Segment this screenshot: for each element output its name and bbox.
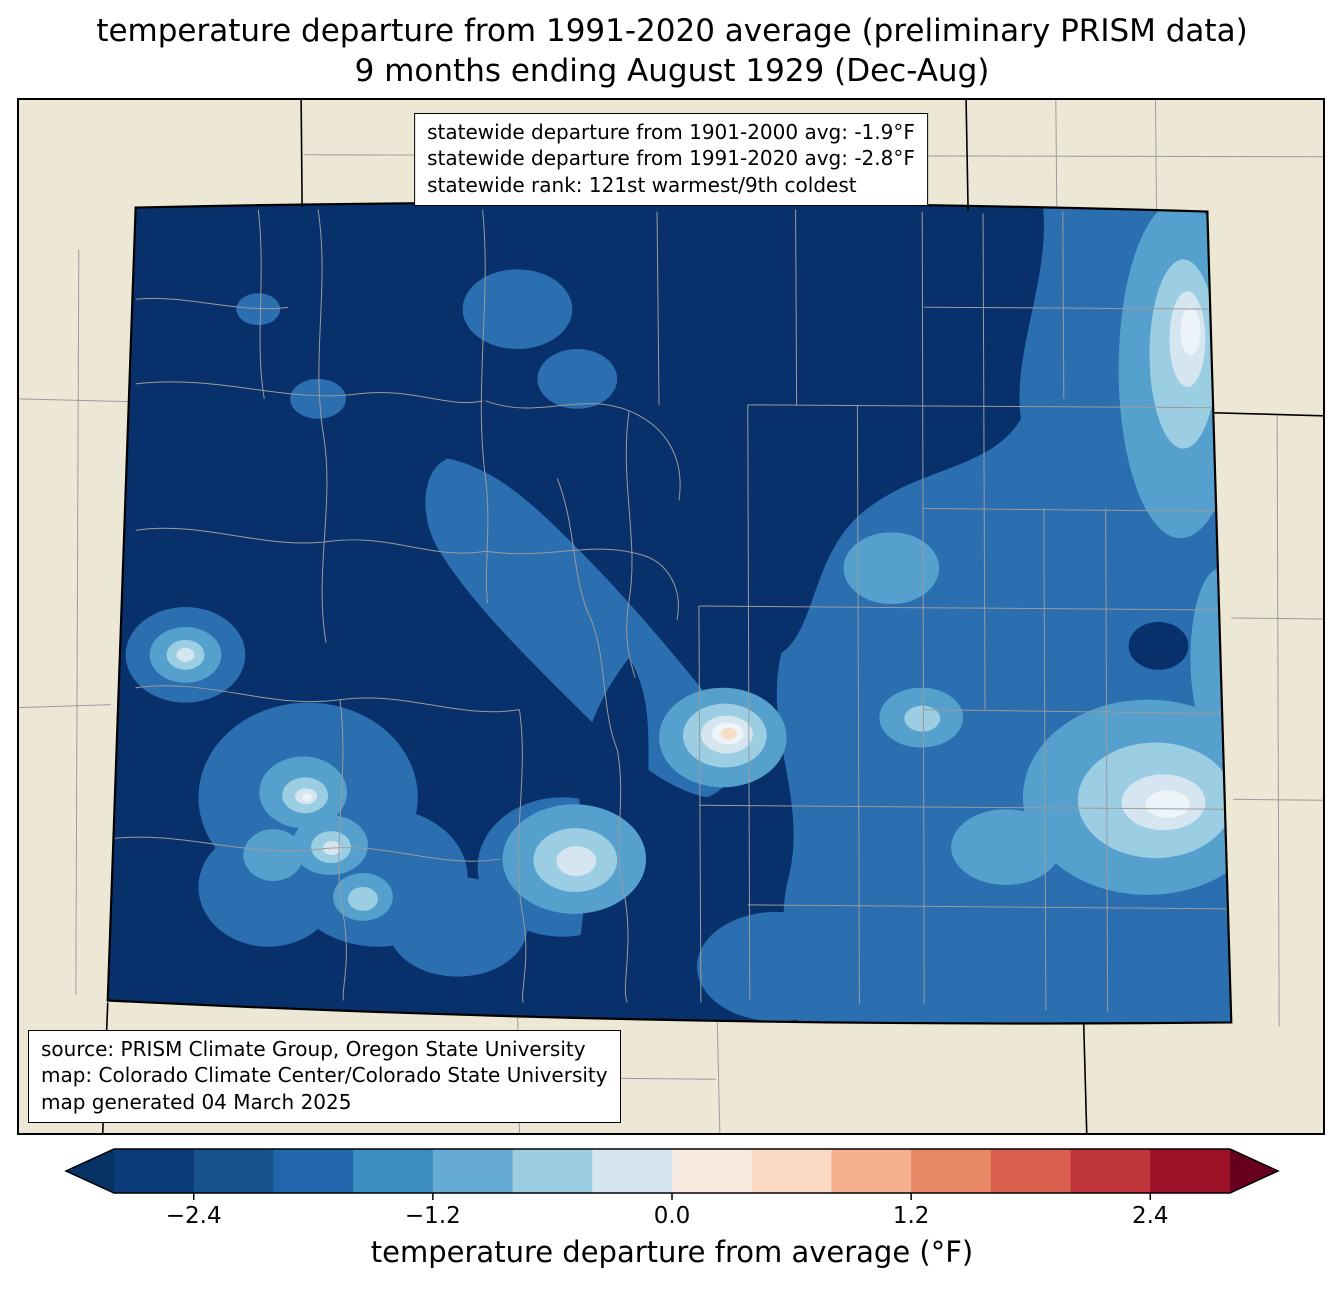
stats-line-1901-2000: statewide departure from 1901-2000 avg: …	[427, 120, 915, 144]
stats-line-1991-2020: statewide departure from 1991-2020 avg: …	[427, 146, 915, 171]
figure-title-line1: temperature departure from 1991-2020 ave…	[96, 13, 1248, 49]
temperature-fill-layers	[107, 202, 1232, 1024]
figure-title: temperature departure from 1991-2020 ave…	[0, 0, 1344, 98]
statewide-stats-box: statewide departure from 1901-2000 avg: …	[414, 113, 928, 207]
colorbar-tick-label: 0.0	[653, 1203, 691, 1229]
colorbar-tick-label: −2.4	[165, 1203, 222, 1229]
colorbar: −2.4 −1.2 0.0 1.2 2.4 temperature departure …	[64, 1147, 1280, 1269]
colorbar-ticks: −2.4 −1.2 0.0 1.2 2.4	[64, 1203, 1280, 1235]
figure-title-line2: 9 months ending August 1929 (Dec-Aug)	[354, 52, 990, 89]
stats-line-rank: statewide rank: 121st warmest/9th coldes…	[427, 172, 857, 197]
colorbar-axis-label: temperature departure from average (°F)	[370, 1235, 974, 1269]
county-lines	[108, 209, 1232, 1013]
colorbar-tick-label: −1.2	[404, 1203, 461, 1229]
map-plot-area: statewide departure from 1901-2000 avg: …	[17, 98, 1325, 1135]
colorbar-svg	[64, 1148, 1280, 1200]
generated-date-line: map generated 04 March 2025	[41, 1089, 352, 1114]
source-line: source: PRISM Climate Group, Oregon Stat…	[41, 1036, 586, 1061]
source-attribution-box: source: PRISM Climate Group, Oregon Stat…	[28, 1029, 621, 1123]
colorbar-tick-label: 1.2	[892, 1203, 930, 1229]
colorbar-tick-label: 2.4	[1131, 1203, 1169, 1229]
map-credit-line: map: Colorado Climate Center/Colorado St…	[41, 1063, 608, 1088]
colorado-temperature-map	[19, 100, 1323, 1133]
